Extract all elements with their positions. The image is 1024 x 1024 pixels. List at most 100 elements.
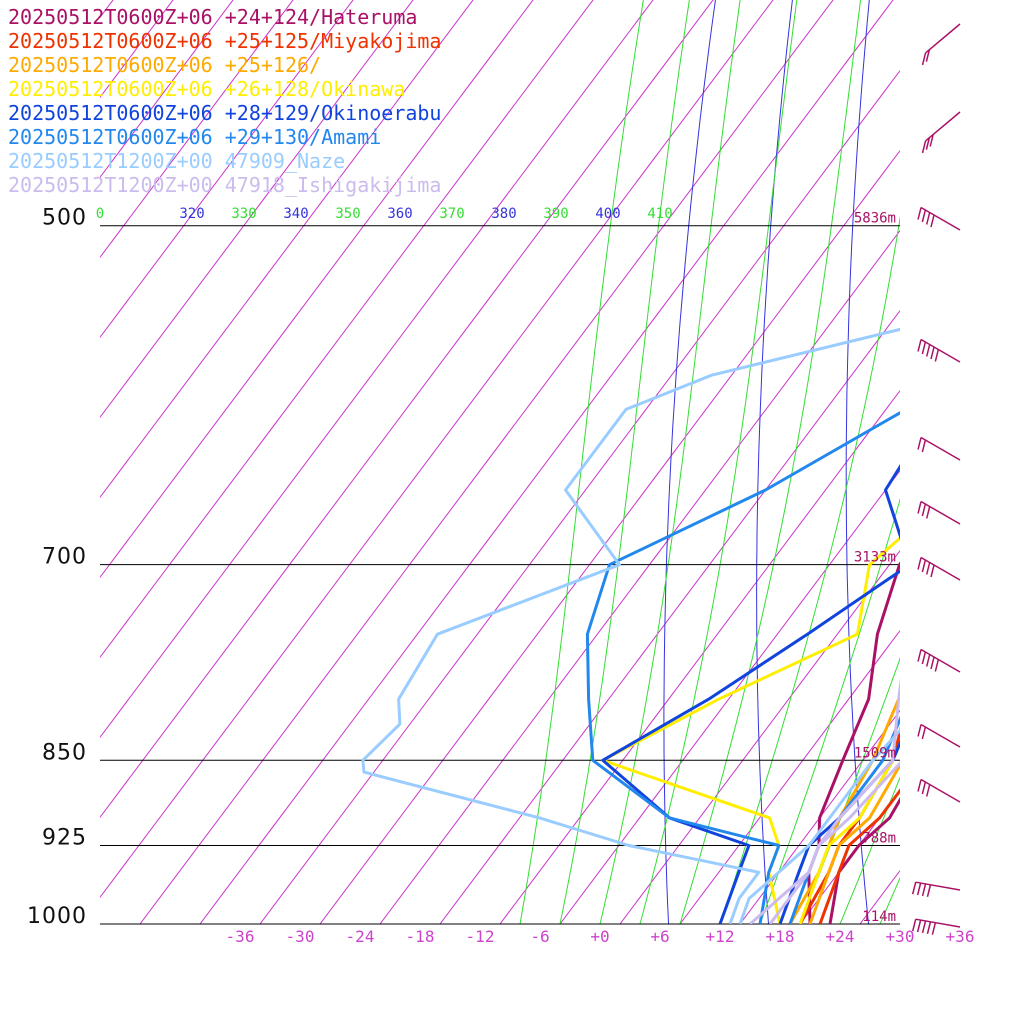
pressure-label: 925 [42,825,87,850]
barb-flag [925,49,931,62]
barb-flag [930,656,935,670]
barb-flag [931,922,937,935]
wind-barb [917,436,961,461]
sounding-traces [361,327,900,924]
legend-entry: 20250512T1200Z+00 47918_Ishigakijima [8,173,441,197]
isotherm-line [980,0,1024,924]
barb-shaft [925,111,961,142]
barb-flag [917,501,922,514]
height-label: 114m [862,909,896,925]
temperature-tick-label: -12 [466,927,495,946]
temperature-tick-label: -36 [226,927,255,946]
barb-flag [925,784,931,797]
temperature-tick-label: -30 [286,927,315,946]
barb-flag [925,137,931,150]
series-5 [585,411,900,924]
isotherm-line [139,0,834,924]
dry-adiabat-line [756,0,793,924]
temperature-tick-label: +24 [826,927,855,946]
barb-flag [921,52,927,66]
pressure-label: 700 [42,545,87,570]
adiabat-label: 360 [387,206,412,222]
legend-entry: 20250512T1200Z+00 47909_Naze [8,149,345,173]
barb-flag [929,134,934,147]
barb-flag [911,919,917,932]
barb-flag [911,882,917,895]
adiabat-label: 350 [335,206,360,222]
series-6 [361,327,900,924]
barb-flag [921,781,927,795]
moist-adiabat-line [719,215,900,924]
barb-flag [917,649,922,662]
moist-adiabat-line [559,0,690,924]
isobar-lines [100,225,900,925]
series-0 [807,561,900,924]
wind-barb [917,206,961,231]
barb-flag [930,214,935,228]
adiabat-label: 370 [439,206,464,222]
isotherm-line [199,0,894,924]
barb-flag [917,724,922,737]
barb-flag [934,659,940,672]
temperature-tick-label: +6 [650,927,669,946]
temperature-tick-label: -6 [530,927,549,946]
dewpoint-line [585,411,900,924]
isotherm-line [920,0,1024,924]
wind-barb [911,881,961,897]
height-label: 3133m [854,550,896,566]
barb-shaft [920,723,961,748]
barb-flag [917,339,922,352]
wind-barb [911,918,961,935]
wind-barb [921,111,961,154]
barb-shaft [920,556,961,581]
wind-barb [917,500,961,525]
barb-flag [917,207,922,220]
dry-adiabat-line [1017,0,1024,924]
barb-flag [921,341,927,355]
series-1 [798,726,900,924]
series-2 [788,692,900,924]
series-7 [749,677,900,924]
barb-flag [921,140,927,154]
barb-flag [921,883,927,897]
isotherm-line [559,469,900,924]
isotherm-line [859,869,900,924]
barb-flag [917,557,922,570]
barb-shaft [920,436,961,461]
adiabat-label: 320 [179,206,204,222]
legend-entry: 20250512T0600Z+06 +25+125/Miyakojima [8,29,441,53]
wind-barb [917,338,961,363]
isotherm-line [100,0,714,819]
dry-adiabat-line [845,0,870,924]
barb-flag [921,503,927,517]
barb-flag [930,564,935,578]
barb-flag [921,920,927,934]
adiabat-label: 340 [283,206,308,222]
moist-adiabat-line [879,876,900,924]
temperature-tick-label: +0 [590,927,609,946]
barb-flag [926,884,932,897]
legend-entry: 20250512T0600Z+06 +29+130/Amami [8,125,381,149]
isotherm-line [100,0,774,899]
isotherm-line [100,0,594,659]
wind-barb [917,648,961,673]
isotherm-line [739,709,900,924]
temperature-line [788,715,900,924]
barb-flag [925,562,931,575]
barb-flag [917,437,922,450]
temperature-tick-label: -18 [406,927,435,946]
barb-flag [921,651,927,665]
legend-entry: 20250512T0600Z+06 +28+129/Okinoerabu [8,101,441,125]
barb-shaft [915,881,961,891]
isotherm-line [100,0,534,579]
barb-flag [916,882,922,896]
moist-adiabat-line [759,497,900,924]
barb-shaft [920,500,961,525]
barb-flag [921,726,927,740]
height-label: 5836m [854,211,896,227]
temperature-line [738,728,900,924]
axis-labels: 10016621m15014204m20012411m25010933m3009… [27,206,974,946]
pressure-label: 1000 [27,904,87,929]
adiabat-label: 330 [231,206,256,222]
dewpoint-line [601,536,900,924]
